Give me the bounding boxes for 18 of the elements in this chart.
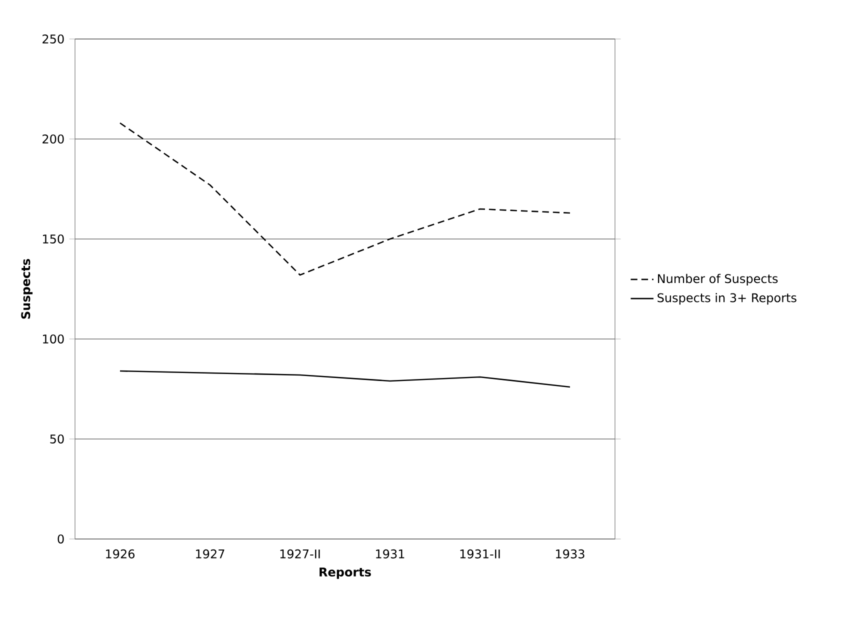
x-axis-title: Reports	[320, 568, 371, 579]
x-tick-label: 1927	[196, 549, 224, 558]
y-tick-label: 200	[42, 134, 64, 144]
x-tick-label: 1931-II	[460, 549, 500, 558]
x-tick-label: 1927-II	[280, 549, 320, 558]
line-series	[119, 370, 571, 388]
legend-label: Suspects in 3+ Reports	[658, 292, 796, 305]
legend-label: Number of Suspects	[658, 274, 778, 286]
y-tick-label: 250	[42, 34, 64, 44]
y-tick-label: 150	[43, 234, 64, 244]
y-tick-label: 0	[58, 534, 64, 544]
y-tick-label: 50	[50, 434, 64, 444]
x-tick-label: 1933	[556, 549, 584, 558]
line-series	[119, 122, 571, 276]
y-tick-label: 100	[43, 334, 64, 344]
x-tick-label: 1926	[106, 549, 135, 558]
y-axis-title: Suspects	[21, 259, 33, 319]
x-tick-label: 1931	[376, 549, 404, 558]
